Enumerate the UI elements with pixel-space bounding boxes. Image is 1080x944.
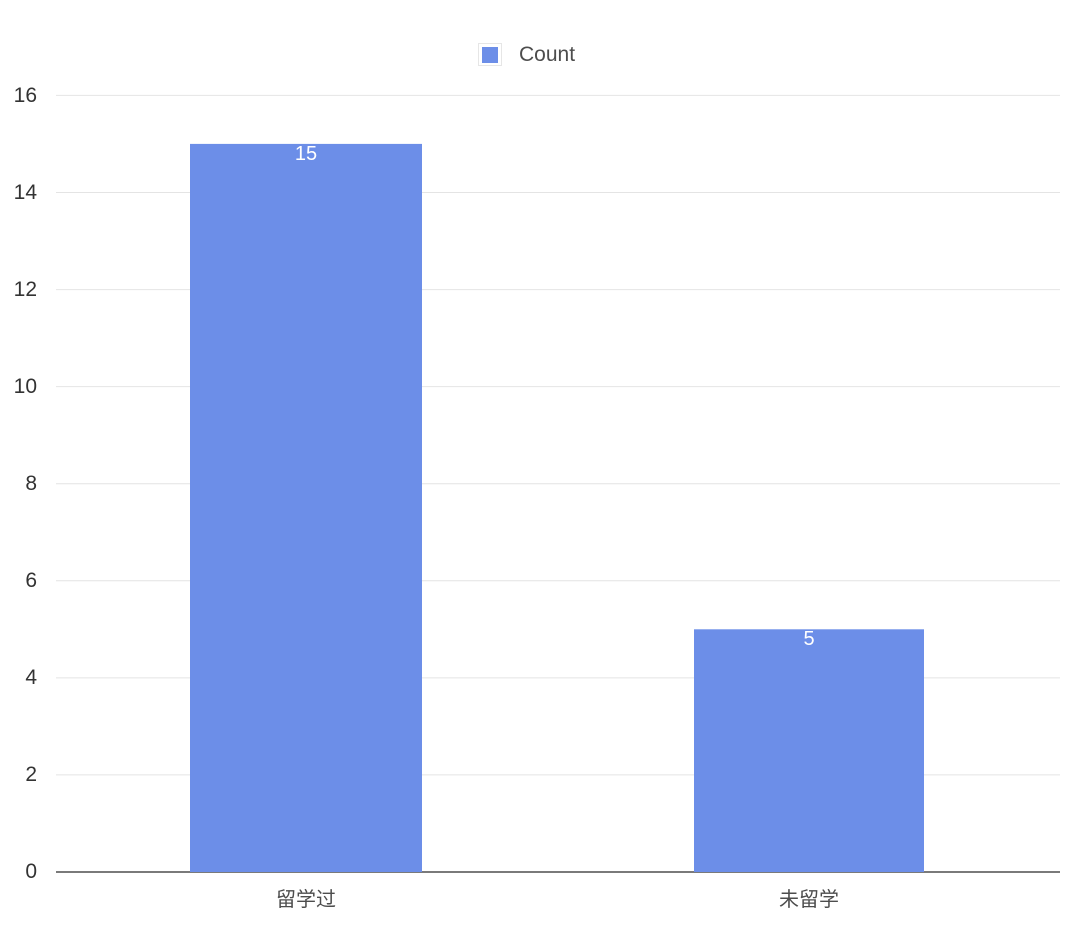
svg-text:2: 2 — [25, 763, 37, 786]
svg-text:留学过: 留学过 — [276, 888, 336, 911]
svg-text:未留学: 未留学 — [779, 888, 839, 911]
svg-text:6: 6 — [25, 569, 37, 592]
svg-text:14: 14 — [14, 181, 38, 204]
svg-text:12: 12 — [14, 278, 37, 301]
svg-text:10: 10 — [14, 375, 37, 398]
svg-text:4: 4 — [25, 666, 37, 689]
svg-text:15: 15 — [295, 143, 317, 165]
svg-text:16: 16 — [14, 84, 37, 107]
svg-text:5: 5 — [803, 628, 814, 650]
svg-text:8: 8 — [25, 472, 37, 495]
svg-text:0: 0 — [25, 860, 37, 883]
